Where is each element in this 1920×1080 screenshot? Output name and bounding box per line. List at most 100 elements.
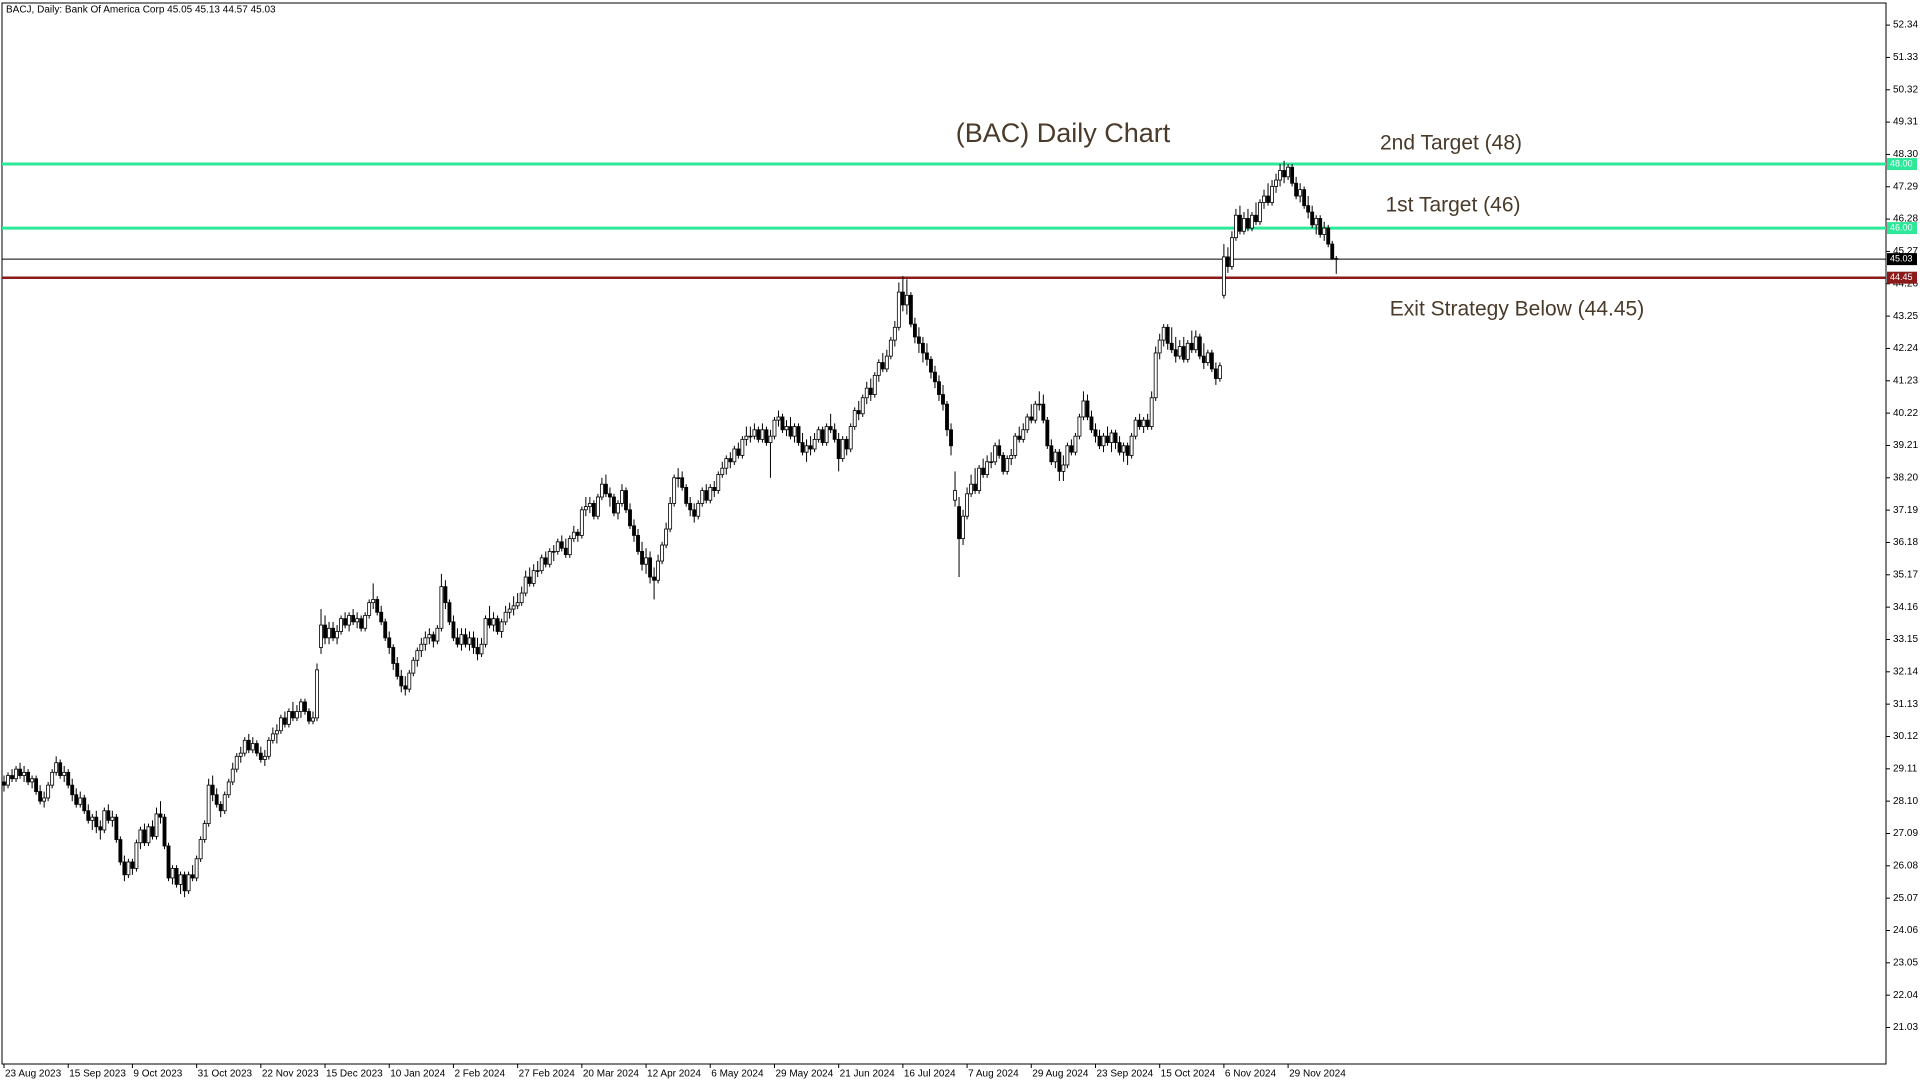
x-tick-label: 23 Sep 2024 [1096, 1069, 1153, 1080]
candle-body [912, 323, 917, 338]
candle-body [1009, 454, 1014, 459]
candle-body [479, 643, 484, 655]
candle-body [266, 739, 271, 757]
candle-body [254, 743, 259, 754]
candle-body [620, 490, 624, 504]
candle-body [824, 426, 829, 443]
candle-body [812, 438, 817, 450]
y-tick-label: 24.06 [1893, 925, 1918, 936]
candle-body [1229, 237, 1234, 267]
candle-body [1193, 336, 1198, 351]
candle-body [1266, 195, 1270, 203]
candle-body [844, 438, 849, 450]
candle-body [933, 371, 937, 383]
candle-body [431, 634, 436, 642]
candle-body [965, 493, 969, 517]
y-tick-label: 31.13 [1893, 699, 1918, 710]
y-tick-label: 27.09 [1893, 828, 1918, 839]
candle-body [648, 557, 652, 578]
candle-body [916, 336, 921, 344]
candle-body [1081, 400, 1086, 418]
x-tick-label: 15 Sep 2023 [69, 1069, 126, 1080]
y-tick-label: 36.18 [1893, 537, 1918, 548]
candle-body [612, 496, 616, 514]
candle-body [1185, 342, 1190, 360]
candle-body [591, 503, 596, 517]
candle-body [1274, 179, 1278, 187]
candle-body [226, 781, 231, 796]
candle-body [391, 647, 396, 664]
candle-body [744, 435, 749, 440]
candle-body [608, 493, 612, 498]
candle-body [475, 647, 480, 655]
candle-body [423, 637, 428, 645]
candle-body [270, 733, 275, 741]
candle-body [603, 483, 608, 495]
candle-body [339, 618, 344, 632]
candle-body [784, 426, 789, 431]
candle-body [471, 637, 476, 648]
candle-body [379, 611, 384, 623]
candle-body [896, 291, 901, 328]
candle-body [973, 483, 978, 491]
candle-body [303, 701, 307, 712]
candle-body [311, 717, 315, 722]
x-tick-label: 20 Mar 2024 [583, 1069, 640, 1080]
candle-body [1258, 202, 1262, 223]
candle-body [1326, 227, 1331, 245]
candle-body [567, 538, 572, 556]
candle-body [491, 618, 496, 626]
candle-body [455, 637, 460, 645]
candle-body [1033, 403, 1038, 421]
candle-body [583, 506, 588, 511]
candle-body [1262, 195, 1266, 203]
candle-body [198, 839, 203, 860]
candle-body [150, 826, 155, 837]
candle-body [142, 829, 147, 844]
y-tick-label: 48.30 [1893, 149, 1918, 160]
candle-body [993, 445, 998, 463]
x-tick-label: 15 Oct 2024 [1161, 1069, 1216, 1080]
candle-body [1057, 451, 1062, 472]
candle-body [94, 816, 99, 828]
candle-body [884, 355, 889, 370]
y-tick-label: 42.24 [1893, 343, 1918, 354]
y-tick-label: 49.31 [1893, 117, 1918, 128]
candle-body [1290, 166, 1295, 184]
candle-body [166, 845, 171, 879]
candle-body [178, 874, 183, 885]
candle-body [1217, 365, 1222, 379]
candle-body [1109, 432, 1114, 443]
candle-body [575, 531, 580, 536]
candles [2, 160, 1339, 898]
candle-body [403, 685, 408, 690]
candle-body [571, 531, 576, 540]
candle-body [210, 784, 215, 796]
candle-body [888, 339, 893, 357]
candle-body [1133, 419, 1138, 437]
candle-body [110, 816, 115, 821]
candle-body [551, 551, 556, 553]
candle-body [1145, 419, 1150, 427]
candle-body [1093, 429, 1098, 437]
candle-body [347, 615, 352, 626]
candle-body [808, 445, 813, 450]
candle-body [788, 426, 793, 437]
candle-body [286, 711, 291, 725]
candle-body [728, 458, 733, 463]
candle-body [656, 560, 661, 581]
candle-body [840, 438, 845, 459]
candle-body [644, 557, 648, 565]
candle-body [937, 381, 941, 395]
candle-body [848, 426, 853, 450]
target-label: 2nd Target (48) [1380, 132, 1522, 155]
y-tick-label: 22.04 [1893, 990, 1918, 1001]
candle-body [1097, 435, 1102, 447]
candle-body [10, 775, 14, 780]
candle-body [720, 467, 725, 475]
candle-body [872, 374, 877, 395]
candle-body [1061, 464, 1066, 472]
y-tick-label: 46.28 [1893, 214, 1918, 225]
y-tick-label: 35.17 [1893, 569, 1918, 580]
